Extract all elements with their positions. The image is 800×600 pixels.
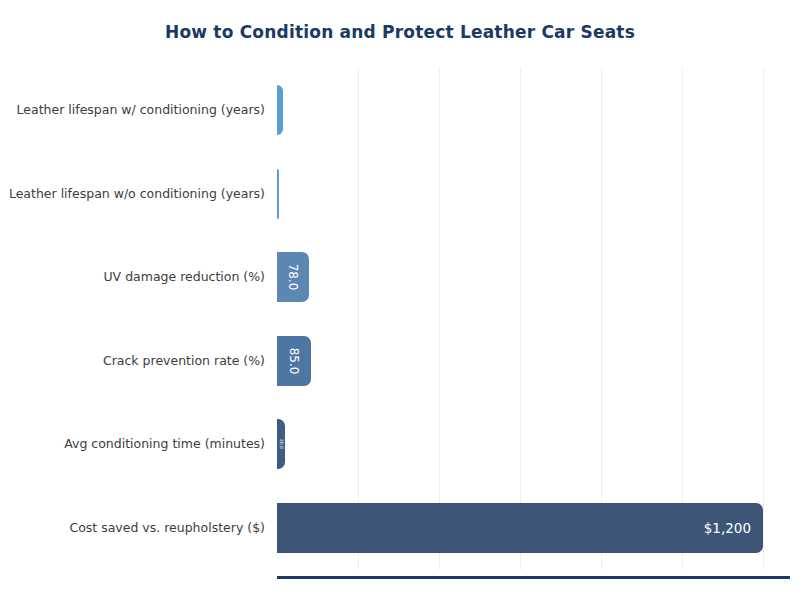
gridline — [763, 68, 764, 570]
plot-area: 78.0 85.0 20.0 $1,200 — [277, 68, 790, 570]
category-label: Leather lifespan w/o conditioning (years… — [0, 185, 265, 203]
category-label: Cost saved vs. reupholstery ($) — [0, 519, 265, 537]
gridline — [358, 68, 359, 570]
category-label: Avg conditioning time (minutes) — [0, 435, 265, 453]
chart-title: How to Condition and Protect Leather Car… — [0, 22, 800, 42]
x-axis-line — [277, 576, 790, 579]
bar: 20.0 — [277, 419, 285, 469]
gridline — [520, 68, 521, 570]
category-label: Crack prevention rate (%) — [0, 352, 265, 370]
bar-value-label: $1,200 — [704, 520, 751, 536]
bar-value-label: 85.0 — [287, 347, 301, 374]
category-label: Leather lifespan w/ conditioning (years) — [0, 101, 265, 119]
bar: 78.0 — [277, 252, 309, 302]
category-label: UV damage reduction (%) — [0, 268, 265, 286]
gridline — [682, 68, 683, 570]
bar-chart: How to Condition and Protect Leather Car… — [0, 0, 800, 600]
gridline — [439, 68, 440, 570]
bar: $1,200 — [277, 503, 763, 553]
bar — [277, 169, 279, 219]
bar-value-label: 78.0 — [286, 264, 300, 291]
gridline — [601, 68, 602, 570]
bar: 85.0 — [277, 336, 311, 386]
bar-value-label: 20.0 — [279, 439, 284, 449]
bar — [277, 85, 283, 135]
